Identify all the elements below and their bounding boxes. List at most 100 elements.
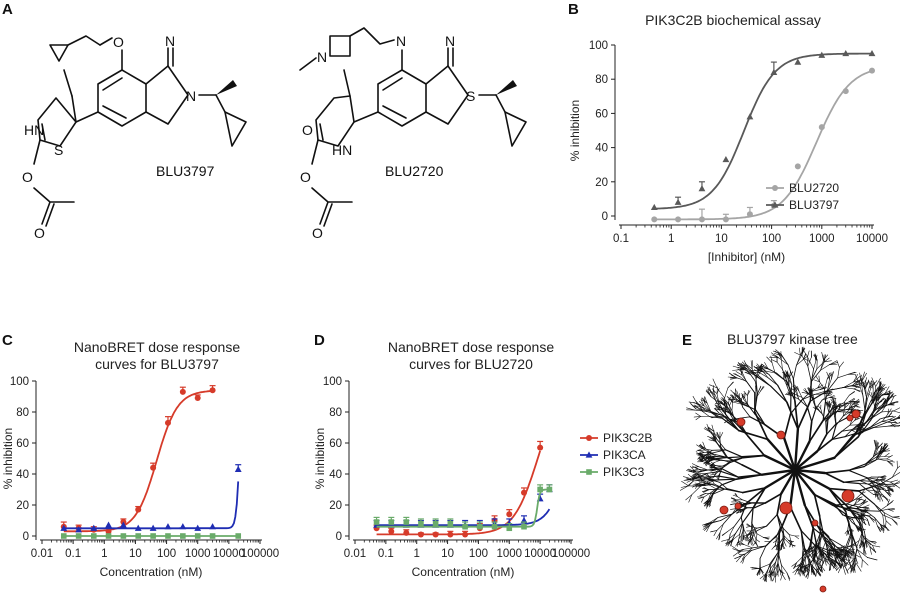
tree-branch [716,523,724,531]
tree-branch [727,381,734,389]
tree-branch [700,469,711,471]
tree-branch [725,401,728,408]
tree-branch [772,350,782,355]
tree-branch [869,540,876,545]
tree-branch [883,524,890,531]
tree-branch [787,364,794,380]
tree-branch [719,481,728,490]
tree-branch [716,431,721,439]
tree-branch [777,535,780,542]
tree-branch [746,389,750,396]
tree-branch [731,394,737,399]
tree-branch [731,533,736,542]
tree-branch [847,529,850,536]
series-blu2720-point [722,216,729,223]
tree-branch [864,380,866,390]
tree-branch [728,403,733,412]
tree-branch [842,411,851,417]
tree-branch [782,541,785,547]
tree-branch [887,486,890,495]
tree-branch [876,492,879,500]
tree-branch [781,564,788,574]
tree-branch [856,539,860,547]
tree-branch [869,546,875,552]
tree-branch [707,435,714,440]
tree-branch [726,488,744,494]
tree-branch [702,522,710,528]
tree-branch [828,537,841,546]
kinase-tree-title: BLU3797 kinase tree [727,331,858,347]
tree-branch [720,446,728,458]
atom-o-2: N [165,33,175,49]
tree-branch [817,557,820,562]
tree-branch [817,566,823,573]
tree-branch [814,551,818,558]
atom-n-2: HN [24,122,44,138]
x-tick-label: 0.01 [344,548,366,560]
tree-branch [808,420,813,443]
tree-branch [862,518,868,521]
tree-branch [853,402,859,407]
tree-branch [857,514,863,522]
tree-branch [836,411,849,413]
tree-branch [785,371,789,378]
tree-branch [747,435,766,457]
series-pik3c3-point [194,533,201,539]
tree-branch [842,558,849,566]
tree-branch [795,386,800,392]
tree-branch [748,530,752,535]
tree-branch [849,401,857,403]
tree-branch [862,547,865,555]
tree-branch [717,475,737,480]
tree-branch [898,416,900,419]
tree-branch [825,540,834,550]
tree-branch [865,477,881,481]
tree-branch [875,405,886,410]
tree-branch [737,366,746,370]
tree-branch [851,522,860,529]
tree-branch [818,375,821,383]
tree-branch [729,503,736,506]
tree-branch [877,451,884,460]
tree-branch [764,468,797,490]
tree-branch [698,483,706,486]
tree-branch [848,469,867,479]
tree-branch [788,371,794,378]
tree-branch [687,477,696,481]
tree-branch [767,377,779,386]
tree-branch [770,352,779,359]
tree-branch [893,410,900,414]
tree-branch [820,563,824,572]
tree-branch [808,544,811,558]
tree-branch [856,505,864,509]
tree-branch [714,394,720,404]
tree-branch [897,465,900,469]
tree-branch [789,543,796,547]
tree-branch [801,396,808,408]
tree-branch [702,522,710,526]
series-pik3ca-point [234,465,242,472]
tree-branch [735,394,740,400]
tree-branch [756,567,761,575]
tree-branch [887,486,894,493]
tree-branch [777,384,788,403]
tree-branch [813,360,817,370]
y-tick-label: 40 [595,143,608,155]
tree-branch [707,499,709,506]
tree-branch [826,422,838,435]
tree-branch [825,401,828,407]
tree-branch [697,449,705,452]
tree-branch [838,545,845,551]
tree-branch [743,547,753,550]
tree-branch [794,384,797,391]
tree-branch [794,562,797,569]
tree-branch [755,366,763,369]
tree-branch [804,547,814,560]
tree-branch [831,430,843,440]
tree-branch [838,408,845,411]
tree-branch [814,408,819,410]
tree-branch [771,561,777,571]
tree-branch [801,569,805,576]
tree-branch [704,457,711,460]
tree-branch [790,398,803,415]
